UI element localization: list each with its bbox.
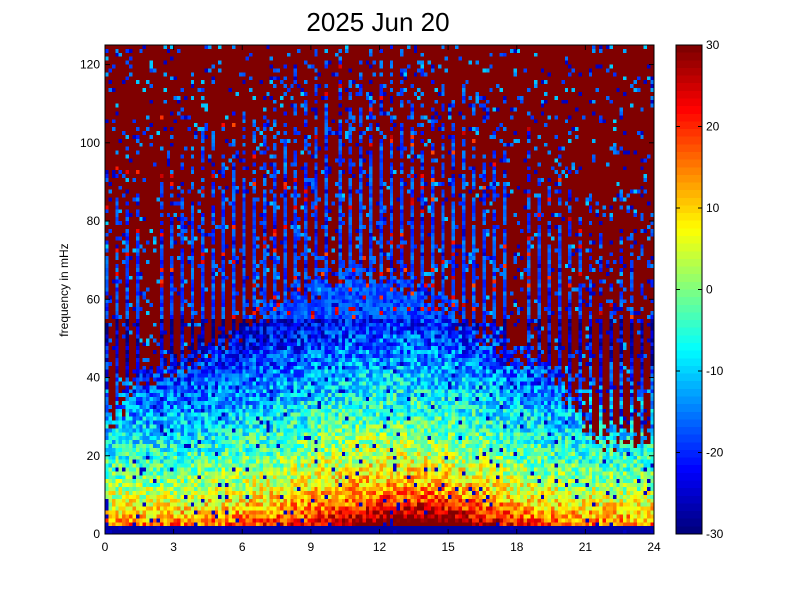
y-tick-label: 80	[87, 214, 101, 228]
y-tick-label: 60	[87, 292, 101, 306]
colorbar-tick-label: -20	[706, 446, 724, 460]
colorbar-tick-label: 10	[706, 201, 720, 215]
plot-area	[104, 44, 655, 535]
x-tick-label: 21	[579, 540, 593, 554]
colorbar-ticks: -30 -20 -10 0 10 20 30	[676, 38, 724, 541]
x-tick-label: 18	[510, 540, 524, 554]
x-tick-label: 12	[373, 540, 387, 554]
x-tick-label: 0	[102, 540, 109, 554]
chart-title: 2025 Jun 20	[306, 7, 449, 37]
y-tick-label: 120	[80, 58, 100, 72]
x-tick-label: 3	[170, 540, 177, 554]
y-tick-label: 40	[87, 371, 101, 385]
heatmap-image	[105, 45, 654, 534]
colorbar-tick-label: 0	[706, 283, 713, 297]
colorbar-gradient	[676, 45, 702, 534]
colorbar-tick-label: 30	[706, 38, 720, 52]
x-tick-label: 6	[239, 540, 246, 554]
y-tick-label: 100	[80, 136, 100, 150]
y-tick-label: 20	[87, 449, 101, 463]
x-tick-label: 15	[441, 540, 455, 554]
x-axis: 0 3 6 9 12 15 18 21 24	[102, 45, 661, 554]
x-tick-label: 24	[647, 540, 661, 554]
x-tick-label: 9	[308, 540, 315, 554]
y-tick-label: 0	[93, 527, 100, 541]
colorbar-tick-label: 20	[706, 120, 720, 134]
colorbar-tick-label: -10	[706, 364, 724, 378]
y-axis: 0 20 40 60 80 100 120	[80, 58, 654, 541]
colorbar: -30 -20 -10 0 10 20 30	[675, 38, 724, 541]
y-axis-label: frequency in mHz	[57, 243, 71, 336]
colorbar-tick-label: -30	[706, 527, 724, 541]
